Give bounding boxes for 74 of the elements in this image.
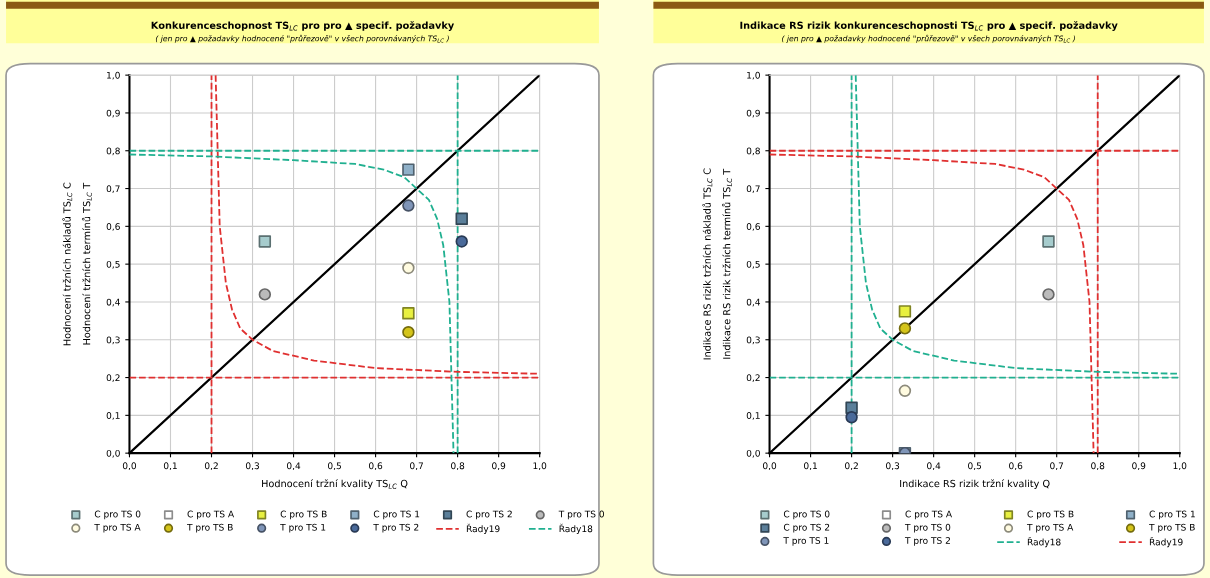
legend-label: C pro TS 1 <box>373 510 420 520</box>
x-tick-label: 0,5 <box>968 462 982 471</box>
x-tick-label: 0,8 <box>1091 462 1105 471</box>
x-axis-title: Indikace RS rizik tržní kvality Q <box>900 479 1050 490</box>
y-tick-label: 0,0 <box>106 449 120 458</box>
x-tick-label: 0,4 <box>927 462 941 471</box>
legend-label: C pro TS 1 <box>1149 510 1195 520</box>
y-tick-label: 0,6 <box>746 223 760 231</box>
legend-label: T pro TS 0 <box>558 510 604 520</box>
legend-label: T pro TS 2 <box>373 523 419 533</box>
y-tick-label: 0,4 <box>106 298 120 307</box>
x-tick-label: 1,0 <box>1173 462 1187 471</box>
x-tick-label: 0,7 <box>1050 462 1064 471</box>
x-tick-label: 0,8 <box>451 462 465 471</box>
legend-label: Řady18 <box>1027 536 1061 548</box>
legend-label: Řady19 <box>466 523 500 534</box>
x-tick-label: 0,1 <box>163 462 177 471</box>
legend-label: Řady19 <box>1149 536 1183 548</box>
text: Hodnocení tržních nákladů TS$_{LC}$ C Hodnocení tržních termínů TS$_{LC}$ T <box>62 182 92 346</box>
y-tick-label: 0,5 <box>746 260 760 269</box>
x-tick-label: 0,5 <box>327 462 341 471</box>
text: Indikace RS rizik tržních nákladů TS$_{LC}$ C Indikace RS rizik tržních termínů TS$_{LC}$ T <box>702 168 732 360</box>
y-tick-label: 0,2 <box>746 374 760 383</box>
y-tick-label: 1,0 <box>107 71 120 80</box>
legend-label: C pro TS A <box>187 510 235 520</box>
chart-title: Indikace RS rizik konkurenceschopnosti TS$_{LC}$ pro ▲ specif. požadavky <box>740 21 1118 31</box>
legend-label: C pro TS 0 <box>94 510 141 520</box>
y-tick-label: 0,3 <box>746 336 760 345</box>
x-tick-label: 0,7 <box>410 462 424 471</box>
legend-label: T pro TS 2 <box>904 537 950 546</box>
legend-label: T pro TS A <box>94 523 141 533</box>
y-tick-label: 0,1 <box>106 412 120 420</box>
y-tick-label: 0,7 <box>106 185 120 194</box>
x-tick-label: 1,0 <box>533 462 547 471</box>
x-tick-label: 0,3 <box>886 462 900 471</box>
legend-label: T pro TS A <box>1026 523 1074 533</box>
x-tick-label: 0,9 <box>1132 462 1146 471</box>
x-tick-label: 0,3 <box>245 462 259 471</box>
y-tick-label: 1,0 <box>747 71 760 80</box>
y-tick-label: 0,4 <box>746 298 761 307</box>
x-tick-label: 0,6 <box>369 462 383 471</box>
chart-title: Konkurenceschopnost TS$_{LC}$ pro pro ▲ specif. požadavky <box>151 21 455 31</box>
legend-label: C pro TS B <box>1027 510 1074 520</box>
y-tick-label: 0,8 <box>746 147 760 156</box>
legend-label: T pro TS 1 <box>280 523 326 533</box>
y-tick-label: 0,2 <box>106 374 120 383</box>
legend-label: T pro TS B <box>1149 523 1195 533</box>
x-tick-label: 0,6 <box>1009 462 1023 471</box>
y-tick-label: 0,7 <box>746 185 760 194</box>
y-tick-label: 0,5 <box>106 260 120 269</box>
legend-label: C pro TS A <box>905 510 952 520</box>
y-tick-label: 0,3 <box>106 336 120 345</box>
legend-label: T pro TS 1 <box>783 537 829 546</box>
legend-label: C pro TS B <box>280 510 327 520</box>
x-tick-label: 0,0 <box>122 462 137 471</box>
x-tick-label: 0,1 <box>804 462 817 471</box>
legend-label: Řady18 <box>559 523 593 534</box>
legend-label: T pro TS 0 <box>904 523 951 533</box>
y-tick-label: 0,8 <box>106 147 120 156</box>
x-tick-label: 0,4 <box>286 462 301 471</box>
x-tick-label: 0,2 <box>845 462 858 471</box>
x-axis-title: Hodnocení tržní kvality TS$_{LC}$ Q <box>262 479 408 490</box>
legend-label: C pro TS 0 <box>783 510 830 520</box>
legend-label: C pro TS 2 <box>783 523 830 533</box>
x-tick-label: 0,2 <box>204 462 218 471</box>
y-tick-label: 0,6 <box>106 223 120 231</box>
x-tick-label: 0,9 <box>492 462 506 471</box>
y-tick-label: 0,0 <box>746 449 760 458</box>
y-tick-label: 0,9 <box>746 109 760 118</box>
legend-label: C pro TS 2 <box>466 510 512 520</box>
x-tick-label: 0,0 <box>762 462 777 471</box>
legend-label: T pro TS B <box>187 523 233 533</box>
y-tick-label: 0,9 <box>106 109 120 118</box>
y-tick-label: 0,1 <box>746 412 760 420</box>
